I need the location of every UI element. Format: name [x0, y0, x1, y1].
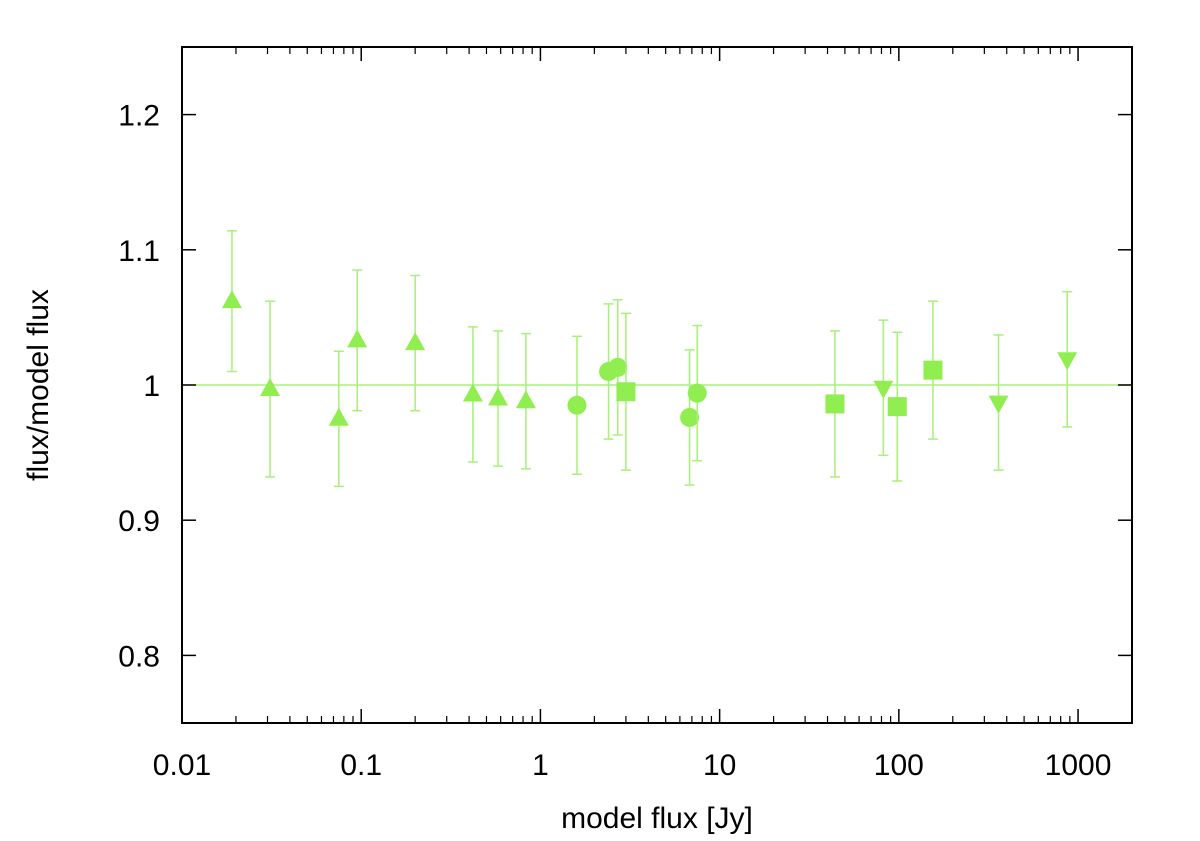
data-point-triangle-up [260, 378, 281, 397]
y-tick-label: 1 [143, 370, 160, 403]
data-point-triangle-up [462, 383, 483, 402]
data-point-triangle-up [405, 332, 426, 351]
data-point-triangle-up [221, 290, 242, 309]
data-point-square [616, 382, 636, 402]
y-tick-label: 1.2 [118, 100, 160, 133]
y-axis-label: flux/model flux [22, 289, 55, 481]
plot-area [182, 230, 1132, 488]
y-tick-label: 1.1 [118, 235, 160, 268]
y-tick-label: 0.8 [118, 640, 160, 673]
x-axis-label: model flux [Jy] [561, 802, 753, 835]
x-tick-label: 1 [532, 749, 549, 782]
y-tick-label: 0.9 [118, 505, 160, 538]
data-point-circle [608, 357, 628, 377]
data-point-triangle-up [347, 329, 368, 348]
ticks: 0.01 0.1 1 10 100 1000 0.8 0.9 1 1.1 1.2 [118, 47, 1132, 782]
x-tick-label: 0.01 [153, 749, 211, 782]
data-point-triangle-up [488, 387, 509, 406]
data-point-triangle-down [1057, 352, 1078, 371]
data-point-circle [687, 383, 707, 403]
x-tick-label: 0.1 [340, 749, 382, 782]
data-point-square [825, 394, 845, 414]
data-point-square [923, 360, 943, 380]
x-tick-label: 1000 [1045, 749, 1112, 782]
data-point-triangle-down [988, 395, 1009, 414]
data-point-square [887, 397, 907, 417]
data-point-triangle-up [515, 390, 536, 409]
data-point-triangle-down [873, 380, 894, 399]
data-point-circle [680, 407, 700, 427]
data-point-circle [567, 395, 587, 415]
x-tick-label: 100 [874, 749, 924, 782]
x-tick-label: 10 [703, 749, 736, 782]
data-point-triangle-up [328, 407, 349, 426]
